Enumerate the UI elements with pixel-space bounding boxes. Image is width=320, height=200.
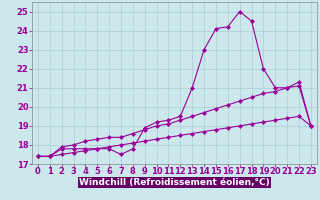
X-axis label: Windchill (Refroidissement éolien,°C): Windchill (Refroidissement éolien,°C) (79, 178, 270, 187)
